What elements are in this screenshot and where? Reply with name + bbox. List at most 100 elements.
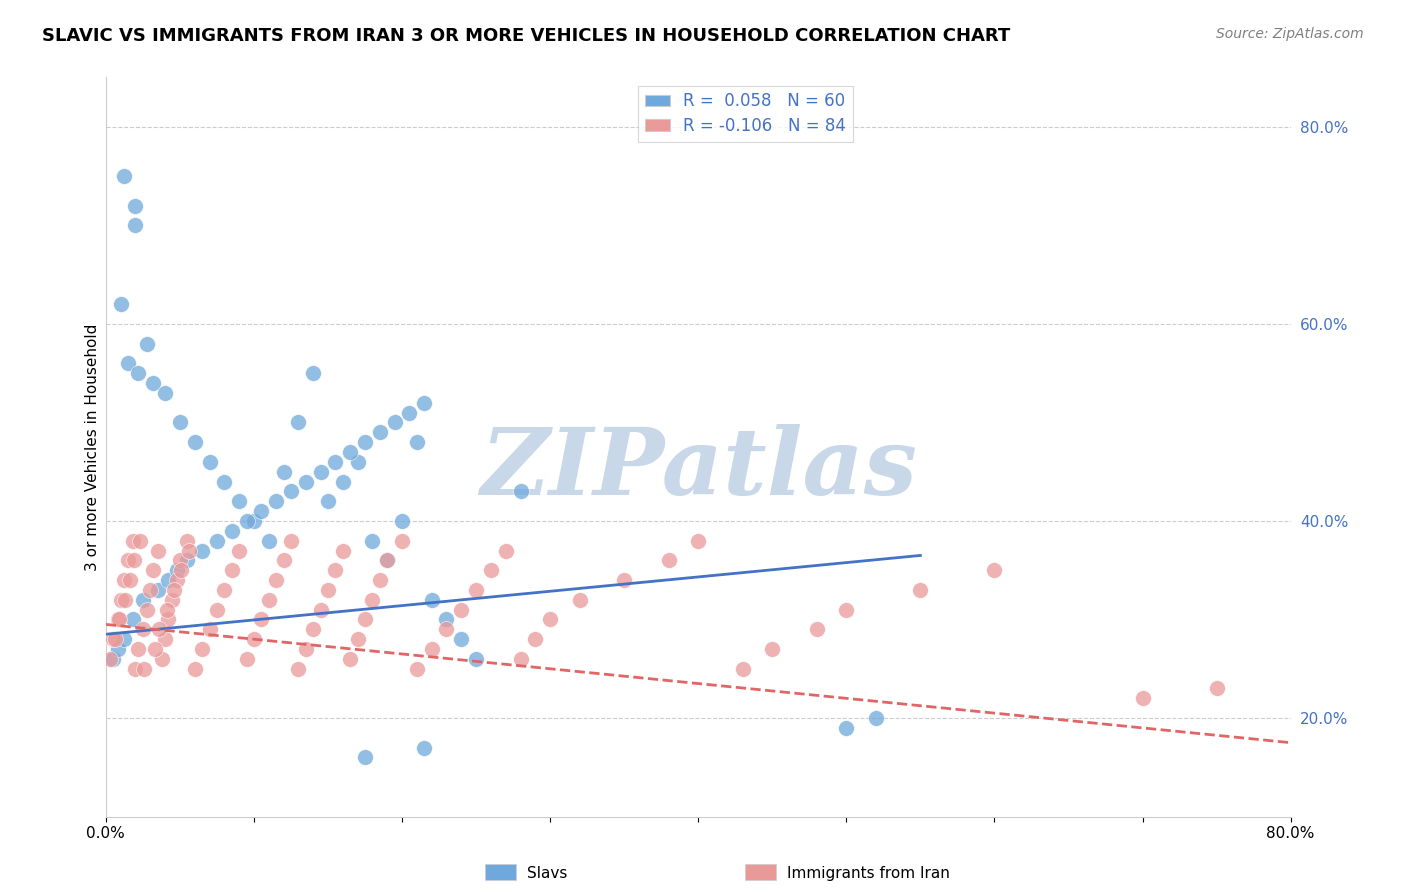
Point [613, 573, 636, 587]
Text: ZIPatlas: ZIPatlas [479, 425, 917, 514]
Point [110, 592, 132, 607]
Point [166, 563, 188, 577]
Point [221, 524, 243, 538]
Point [124, 219, 146, 233]
Point [538, 612, 561, 626]
Point [368, 425, 391, 440]
Point [107, 612, 129, 626]
Point [134, 662, 156, 676]
Point [198, 455, 221, 469]
Point [524, 632, 547, 647]
Point [413, 740, 436, 755]
Point [136, 336, 159, 351]
Point [309, 465, 332, 479]
Point [658, 553, 681, 567]
Point [302, 623, 325, 637]
Point [183, 435, 205, 450]
Point [139, 582, 162, 597]
Point [177, 543, 200, 558]
Point [228, 494, 250, 508]
Point [361, 592, 384, 607]
Point [384, 416, 406, 430]
Point [287, 662, 309, 676]
Point [162, 592, 184, 607]
Point [983, 563, 1005, 577]
Point [132, 592, 155, 607]
Point [169, 553, 191, 567]
Point [250, 504, 273, 518]
Point [361, 533, 384, 548]
Point [127, 642, 149, 657]
Point [910, 582, 932, 597]
Point [465, 652, 488, 666]
Point [294, 475, 316, 489]
Point [191, 543, 214, 558]
Point [112, 169, 135, 183]
Point [450, 602, 472, 616]
Point [398, 405, 420, 419]
Point [325, 563, 347, 577]
Text: SLAVIC VS IMMIGRANTS FROM IRAN 3 OR MORE VEHICLES IN HOUSEHOLD CORRELATION CHART: SLAVIC VS IMMIGRANTS FROM IRAN 3 OR MORE… [42, 27, 1011, 45]
Point [450, 632, 472, 647]
Point [104, 632, 127, 647]
Point [143, 642, 166, 657]
Point [339, 652, 361, 666]
Point [214, 475, 236, 489]
Point [280, 533, 302, 548]
Point [121, 533, 143, 548]
Point [117, 356, 139, 370]
Point [117, 553, 139, 567]
Point [264, 494, 287, 508]
Point [1132, 691, 1154, 706]
Legend: R =  0.058   N = 60, R = -0.106   N = 84: R = 0.058 N = 60, R = -0.106 N = 84 [638, 86, 853, 142]
Point [835, 602, 858, 616]
Point [332, 543, 354, 558]
Point [153, 385, 176, 400]
Point [103, 632, 125, 647]
Point [136, 602, 159, 616]
Point [166, 573, 188, 587]
Point [568, 592, 591, 607]
Point [420, 592, 443, 607]
Point [221, 563, 243, 577]
Point [146, 543, 169, 558]
Point [103, 652, 125, 666]
Point [235, 652, 257, 666]
Point [183, 662, 205, 676]
Point [332, 475, 354, 489]
Point [325, 455, 347, 469]
Point [731, 662, 754, 676]
Point [153, 632, 176, 647]
Point [479, 563, 502, 577]
Point [806, 623, 828, 637]
Point [688, 533, 710, 548]
Point [228, 543, 250, 558]
Point [205, 602, 228, 616]
Point [243, 632, 266, 647]
Point [205, 533, 228, 548]
Text: Slavs: Slavs [527, 866, 568, 880]
Point [257, 592, 280, 607]
Point [214, 582, 236, 597]
Point [98, 652, 121, 666]
Point [368, 573, 391, 587]
Point [865, 711, 887, 725]
Point [1205, 681, 1227, 696]
Point [294, 642, 316, 657]
Point [420, 642, 443, 657]
Point [761, 642, 783, 657]
Point [157, 612, 180, 626]
Text: Source: ZipAtlas.com: Source: ZipAtlas.com [1216, 27, 1364, 41]
Point [169, 416, 191, 430]
Point [280, 484, 302, 499]
Point [122, 553, 145, 567]
Point [112, 632, 135, 647]
Point [150, 652, 173, 666]
Point [132, 623, 155, 637]
Point [127, 366, 149, 380]
Point [142, 376, 165, 390]
Point [155, 602, 177, 616]
Point [405, 435, 427, 450]
Point [112, 573, 135, 587]
Text: Immigrants from Iran: Immigrants from Iran [787, 866, 950, 880]
